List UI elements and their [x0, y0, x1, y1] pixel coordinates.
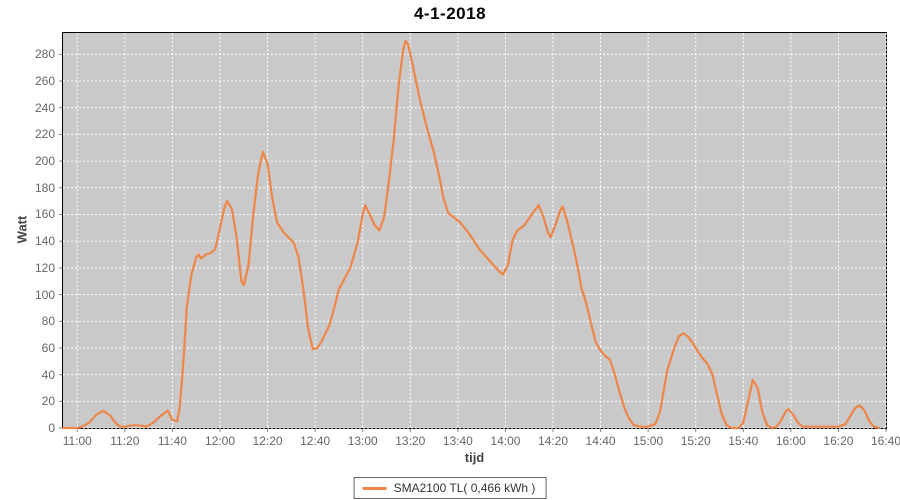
y-tick-label: 140	[34, 234, 55, 249]
y-tick-label: 120	[34, 260, 55, 275]
x-tick-label: 15:00	[633, 434, 664, 448]
x-tick-label: 16:20	[823, 434, 854, 448]
x-tick-label: 11:20	[110, 434, 140, 448]
y-tick-label: 20	[41, 394, 55, 409]
x-tick-label: 16:00	[775, 434, 806, 448]
legend-series-label: SMA2100 TL( 0,466 kWh )	[393, 481, 536, 495]
y-tick-label: 280	[34, 47, 55, 62]
x-tick-label: 16:40	[870, 434, 900, 448]
x-tick-label: 12:00	[204, 434, 235, 448]
y-tick-label: 40	[41, 367, 55, 382]
x-tick-label: 15:20	[680, 434, 711, 448]
x-tick-label: 14:00	[490, 434, 521, 448]
y-tick-label: 220	[34, 127, 55, 142]
x-axis-title: tijd	[464, 450, 485, 465]
x-tick-label: 15:40	[728, 434, 759, 448]
legend: SMA2100 TL( 0,466 kWh )	[353, 477, 547, 499]
x-tick-label: 11:00	[62, 434, 92, 448]
x-tick-label: 14:20	[537, 434, 568, 448]
y-tick-label: 60	[41, 340, 55, 355]
plot-svg	[59, 33, 887, 432]
x-tick-label: 12:20	[252, 434, 283, 448]
y-tick-label: 180	[34, 180, 55, 195]
plot-area	[59, 32, 887, 432]
y-tick-label: 100	[34, 287, 55, 302]
y-tick-label: 260	[34, 74, 55, 89]
y-tick-label: 80	[41, 314, 55, 329]
y-tick-label: 160	[34, 207, 55, 222]
y-axis-title: Watt	[14, 215, 30, 244]
y-tick-label: 240	[34, 100, 55, 115]
x-tick-label: 12:40	[300, 434, 331, 448]
y-tick-label: 200	[34, 154, 55, 169]
y-tick-label: 0	[48, 421, 55, 435]
x-tick-label: 11:40	[157, 434, 187, 448]
x-tick-label: 13:20	[395, 434, 426, 448]
series-line	[61, 39, 881, 430]
x-tick-label: 14:40	[585, 434, 616, 448]
chart-title: 4-1-2018	[413, 4, 487, 23]
x-tick-label: 13:40	[442, 434, 473, 448]
series-color-swatch-icon	[362, 486, 387, 490]
x-tick-label: 13:00	[347, 434, 378, 448]
